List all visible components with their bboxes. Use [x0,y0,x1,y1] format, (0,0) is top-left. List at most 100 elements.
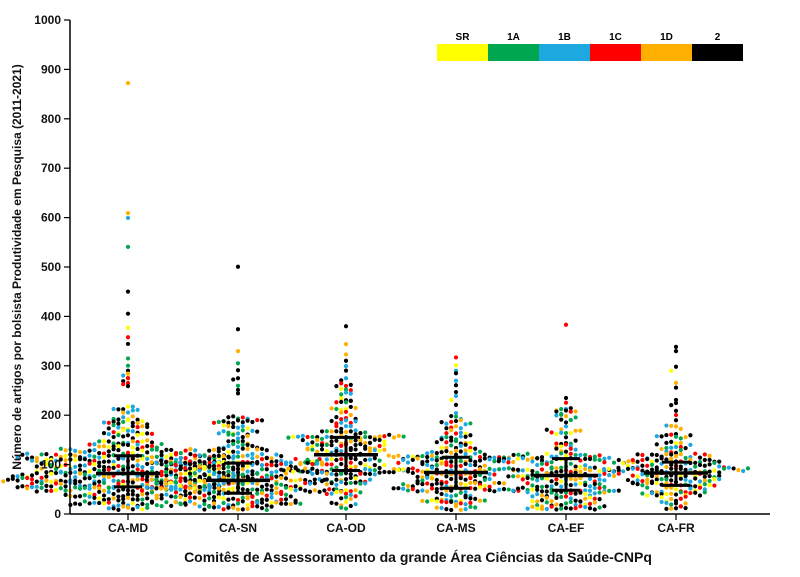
data-point [544,489,549,494]
data-point [453,378,459,383]
data-point [283,462,289,467]
data-point [259,452,265,457]
data-point [44,483,49,488]
data-point [235,368,241,373]
data-point [34,456,39,461]
data-point [353,442,358,448]
data-point [405,488,411,493]
data-point [250,419,255,425]
data-point [434,489,439,495]
data-point [202,466,207,471]
data-point [34,489,39,494]
data-point [463,477,468,482]
data-point [149,440,155,445]
data-point [492,480,497,486]
data-point [211,505,217,510]
data-point [530,494,535,499]
data-point [245,469,250,474]
data-point [439,491,444,497]
data-point [125,376,131,381]
data-point [348,492,353,497]
data-point [592,465,597,470]
data-point [130,445,135,450]
data-point [312,477,317,482]
data-point [625,466,631,471]
data-point [116,463,121,469]
data-point [187,486,193,491]
x-axis-title: Comitês de Assessoramento da grande Área… [184,549,652,565]
data-point [377,437,382,443]
data-point [563,420,569,425]
data-point [101,454,107,460]
data-point [664,491,669,497]
data-point [511,467,516,472]
data-point [106,489,111,495]
data-point [339,392,344,397]
data-point [391,467,397,472]
data-point [125,368,131,373]
data-point [145,502,150,507]
data-point [319,443,325,448]
data-point [97,451,102,456]
data-point [269,488,274,493]
data-point [221,507,226,512]
data-point [216,495,221,500]
data-point [334,457,339,463]
data-point [130,492,135,497]
data-point [288,487,293,492]
data-point [163,469,169,475]
data-point [363,462,368,468]
data-point [717,464,722,469]
data-point [473,486,478,491]
data-point [549,504,554,509]
data-point [135,504,140,510]
data-point [487,457,492,462]
data-point [15,478,20,483]
data-point [245,453,250,458]
data-point [372,437,377,442]
data-point [405,460,411,465]
data-point [611,460,617,465]
data-point [149,460,154,465]
data-point [673,344,679,349]
data-point [116,456,121,461]
data-point [274,486,279,491]
data-point [425,462,430,468]
data-point [231,421,236,426]
y-tick-label: 1000 [34,13,61,27]
data-point [216,483,221,488]
data-point [348,439,353,444]
data-point [135,458,140,463]
data-point [231,424,236,430]
data-point [659,476,664,482]
data-point [444,474,449,479]
data-point [482,477,487,482]
data-point [640,491,645,496]
data-point [192,466,197,472]
data-point [587,468,593,473]
data-point [697,479,703,484]
data-point [116,494,121,499]
data-point [339,386,344,391]
data-point [449,443,454,448]
data-point [58,470,63,475]
data-point [673,450,679,455]
y-tick-label: 200 [41,408,61,422]
data-point [87,453,92,458]
data-point [554,492,559,498]
data-point [168,470,173,475]
data-point [231,377,236,382]
data-point [125,492,131,497]
data-point [73,470,78,475]
data-point [226,505,231,510]
data-point [525,506,530,511]
data-point [49,479,54,484]
data-point [554,466,559,471]
data-point [477,458,483,463]
data-point [688,486,693,491]
data-point [544,462,549,467]
data-point [425,451,430,456]
data-point [731,466,736,471]
data-point [382,442,387,447]
data-point [315,449,320,454]
